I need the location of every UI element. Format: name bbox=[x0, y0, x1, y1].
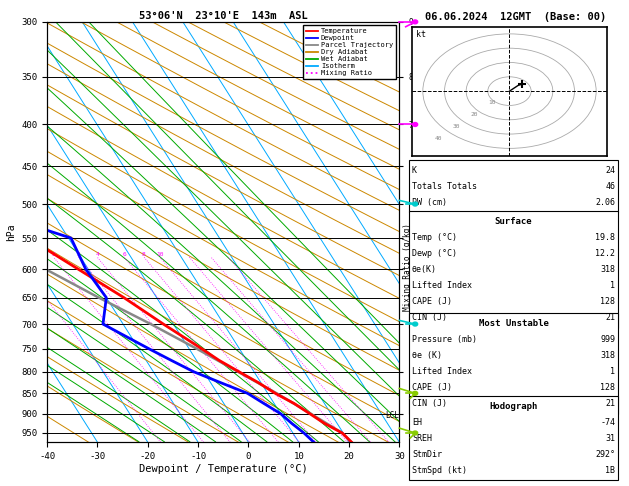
Text: 31: 31 bbox=[605, 434, 615, 443]
Text: 2.06: 2.06 bbox=[595, 198, 615, 207]
Text: 10: 10 bbox=[156, 252, 164, 257]
Text: PW (cm): PW (cm) bbox=[412, 198, 447, 207]
Text: K: K bbox=[412, 166, 417, 175]
Text: CAPE (J): CAPE (J) bbox=[412, 383, 452, 392]
Y-axis label: km
ASL: km ASL bbox=[408, 213, 423, 232]
Text: Lifted Index: Lifted Index bbox=[412, 367, 472, 376]
Text: 999: 999 bbox=[600, 335, 615, 344]
Text: Surface: Surface bbox=[495, 217, 532, 226]
Text: 4: 4 bbox=[95, 252, 99, 257]
Text: -74: -74 bbox=[600, 417, 615, 427]
Y-axis label: hPa: hPa bbox=[6, 223, 16, 241]
Text: Dewp (°C): Dewp (°C) bbox=[412, 249, 457, 258]
Text: Lifted Index: Lifted Index bbox=[412, 281, 472, 290]
Text: θe(K): θe(K) bbox=[412, 265, 437, 274]
Text: CAPE (J): CAPE (J) bbox=[412, 297, 452, 306]
Text: 1: 1 bbox=[610, 367, 615, 376]
Text: 292°: 292° bbox=[595, 450, 615, 459]
X-axis label: Dewpoint / Temperature (°C): Dewpoint / Temperature (°C) bbox=[139, 464, 308, 474]
Text: 21: 21 bbox=[605, 399, 615, 408]
Text: 128: 128 bbox=[600, 383, 615, 392]
Text: 19.8: 19.8 bbox=[595, 233, 615, 242]
Text: 318: 318 bbox=[600, 351, 615, 360]
Text: 2: 2 bbox=[52, 252, 55, 257]
Text: 20: 20 bbox=[470, 112, 477, 117]
Text: Hodograph: Hodograph bbox=[489, 401, 538, 411]
Text: StmSpd (kt): StmSpd (kt) bbox=[412, 466, 467, 475]
Text: 3: 3 bbox=[77, 252, 81, 257]
Text: Pressure (mb): Pressure (mb) bbox=[412, 335, 477, 344]
Text: StmDir: StmDir bbox=[412, 450, 442, 459]
Text: 30: 30 bbox=[452, 124, 460, 129]
Text: LCL: LCL bbox=[386, 411, 399, 420]
Text: 40: 40 bbox=[435, 136, 442, 140]
Text: Most Unstable: Most Unstable bbox=[479, 319, 548, 328]
Text: 10: 10 bbox=[488, 101, 496, 105]
Text: 318: 318 bbox=[600, 265, 615, 274]
Text: SREH: SREH bbox=[412, 434, 432, 443]
Text: CIN (J): CIN (J) bbox=[412, 313, 447, 322]
Text: 8: 8 bbox=[142, 252, 146, 257]
Text: © weatheronline.co.uk: © weatheronline.co.uk bbox=[462, 471, 567, 480]
Text: CIN (J): CIN (J) bbox=[412, 399, 447, 408]
Text: EH: EH bbox=[412, 417, 422, 427]
Text: kt: kt bbox=[416, 30, 426, 39]
Text: 46: 46 bbox=[605, 182, 615, 191]
Title: 53°06'N  23°10'E  143m  ASL: 53°06'N 23°10'E 143m ASL bbox=[139, 11, 308, 21]
Text: 1B: 1B bbox=[605, 466, 615, 475]
Text: Mixing Ratio (g/kg): Mixing Ratio (g/kg) bbox=[403, 224, 411, 311]
Legend: Temperature, Dewpoint, Parcel Trajectory, Dry Adiabat, Wet Adiabat, Isotherm, Mi: Temperature, Dewpoint, Parcel Trajectory… bbox=[303, 25, 396, 79]
Text: 21: 21 bbox=[605, 313, 615, 322]
Text: 128: 128 bbox=[600, 297, 615, 306]
Text: Totals Totals: Totals Totals bbox=[412, 182, 477, 191]
Text: 24: 24 bbox=[605, 166, 615, 175]
Text: 6: 6 bbox=[122, 252, 126, 257]
Text: 1: 1 bbox=[610, 281, 615, 290]
Text: Temp (°C): Temp (°C) bbox=[412, 233, 457, 242]
Text: 06.06.2024  12GMT  (Base: 00): 06.06.2024 12GMT (Base: 00) bbox=[425, 12, 606, 22]
Text: θe (K): θe (K) bbox=[412, 351, 442, 360]
Text: 12.2: 12.2 bbox=[595, 249, 615, 258]
